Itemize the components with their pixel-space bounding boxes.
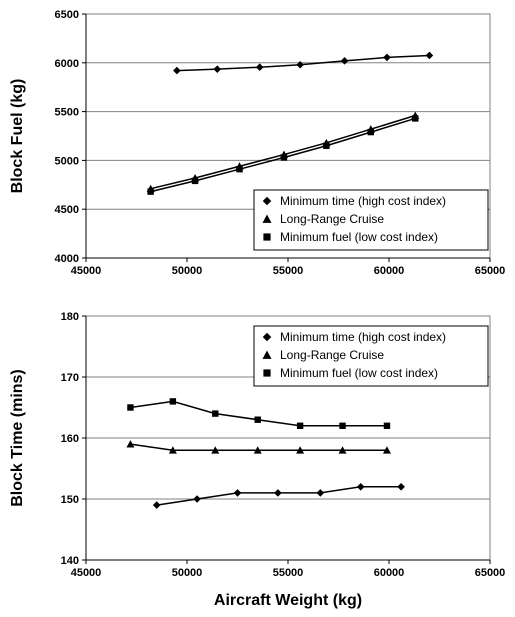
chart2-series-3-point: [212, 410, 219, 417]
chart2-series-2-point: [296, 446, 305, 454]
chart2-series-3-point: [383, 422, 391, 429]
chart2-x-tick-label: 50000: [172, 567, 203, 579]
chart1-legend-label-3: Minimum fuel (low cost index): [280, 230, 438, 244]
chart1-legend-marker-1: [262, 196, 272, 206]
chart2-series-1-point: [152, 501, 161, 509]
chart1-y-axis-title: Block Fuel (kg): [9, 79, 26, 194]
chart2-series-1-point: [193, 495, 201, 503]
chart2-legend-label-2: Long-Range Cruise: [280, 348, 384, 362]
chart2-series-3-point: [296, 422, 304, 429]
chart2-series-2-point: [126, 440, 135, 448]
chart1-series-1-point: [383, 53, 391, 62]
chart2-series-1-point: [356, 483, 365, 491]
chart1-y-tick-label: 6000: [55, 58, 79, 70]
chart2-legend-box: [253, 325, 489, 387]
chart2-series-3-point: [339, 422, 346, 429]
chart2-series-3-point: [127, 404, 134, 411]
chart1-series-3-point: [236, 165, 243, 173]
chart1-series-3-point: [412, 115, 419, 122]
chart1-x-tick-label: 55000: [273, 265, 304, 277]
chart2-series-2-point: [253, 446, 262, 454]
chart2-y-tick-label: 140: [61, 555, 79, 567]
chart2-x-tick-label: 65000: [475, 567, 506, 579]
chart1-y-tick-label: 5500: [55, 107, 79, 119]
chart1-y-tick-label: 4500: [55, 204, 79, 216]
chart2-y-tick-label: 170: [61, 372, 79, 384]
chart1-series-3-point: [191, 177, 199, 185]
chart1-series-1-point: [340, 57, 349, 65]
chart1-y-tick-label: 6500: [55, 9, 79, 21]
chart2-series-1-point: [397, 483, 405, 491]
chart1-series-1-point: [173, 66, 181, 75]
chart2-legend-marker-1: [262, 332, 272, 342]
chart2-y-tick-label: 180: [61, 311, 79, 323]
chart2-series-1-point: [316, 489, 325, 497]
chart1-legend-marker-2: [262, 214, 272, 223]
chart1-series-3-point: [367, 128, 375, 136]
chart2-series-2-point: [168, 446, 177, 454]
chart2-x-tick-label: 60000: [374, 567, 405, 579]
chart2-y-axis-title: Block Time (mins): [9, 369, 26, 507]
chart1-series-1-point: [213, 65, 222, 73]
chart1-legend-box: [253, 189, 489, 251]
chart2-legend-label-1: Minimum time (high cost index): [280, 330, 446, 344]
chart1-series-1-point: [255, 63, 264, 71]
chart1-x-tick-label: 50000: [172, 265, 203, 277]
chart1-x-tick-label: 60000: [374, 265, 405, 277]
chart1-legend-label-2: Long-Range Cruise: [280, 212, 384, 226]
chart1-y-tick-label: 4000: [55, 253, 79, 265]
chart2-series-2-point: [338, 446, 347, 454]
chart1-series-1-point: [296, 60, 304, 69]
chart2-legend-marker-3: [263, 369, 271, 377]
chart1-series-3-point: [323, 142, 330, 149]
chart2-x-tick-label: 45000: [71, 567, 102, 579]
chart2-series-1-point: [274, 489, 282, 497]
chart1-legend-label-1: Minimum time (high cost index): [280, 194, 446, 208]
chart1-legend-marker-3: [263, 233, 271, 241]
chart2-y-tick-label: 160: [61, 433, 79, 445]
chart1-series-3-point: [147, 188, 154, 195]
chart2-legend-marker-2: [262, 350, 272, 359]
chart2-series-3-point: [169, 398, 177, 405]
chart1-x-tick-label: 65000: [475, 265, 506, 277]
chart1-y-tick-label: 5000: [55, 155, 79, 167]
chart2-series-2-point: [211, 446, 220, 454]
chart2-series-1-point: [233, 489, 242, 497]
chart1-series-1-point: [425, 51, 434, 60]
chart2-legend-label-3: Minimum fuel (low cost index): [280, 366, 438, 380]
chart2-x-tick-label: 55000: [273, 567, 304, 579]
chart2-x-axis-title: Aircraft Weight (kg): [214, 592, 362, 609]
chart1-series-3-point: [280, 154, 288, 161]
chart1-x-tick-label: 45000: [71, 265, 102, 277]
chart2-series-3-point: [254, 416, 261, 423]
chart2-y-tick-label: 150: [61, 494, 79, 506]
chart2-series-2-point: [382, 446, 391, 454]
